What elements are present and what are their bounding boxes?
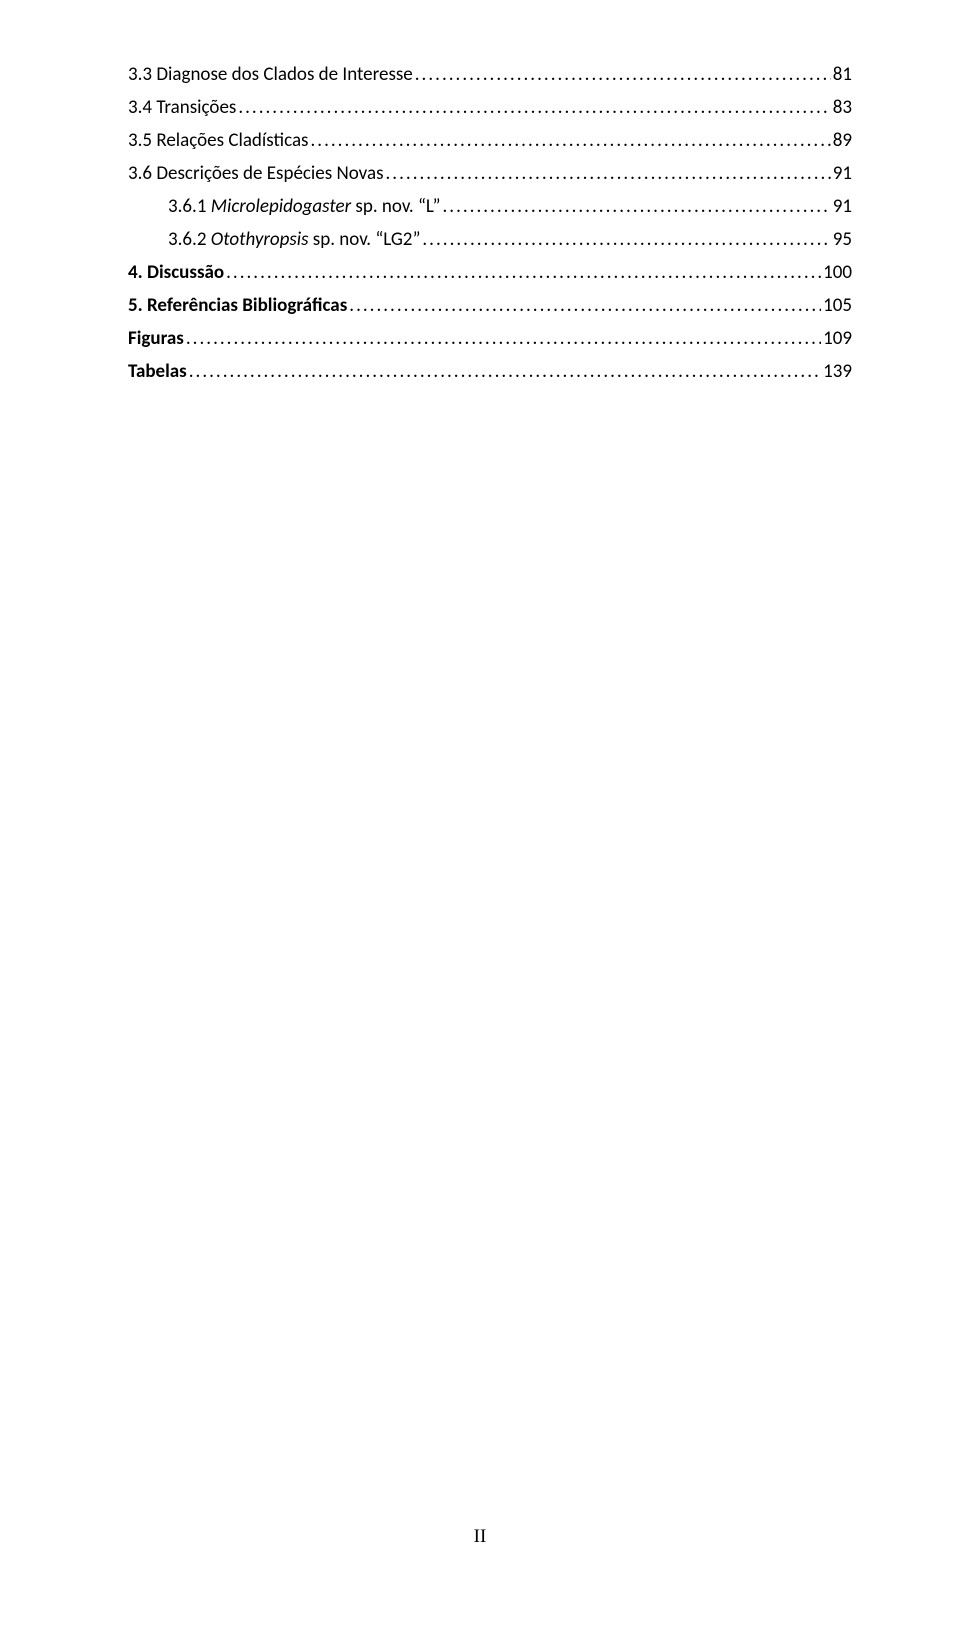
toc-label-suffix: sp. nov. “L” <box>355 195 440 218</box>
toc-leader-dots <box>422 223 830 256</box>
toc-label: Figuras <box>128 322 184 355</box>
toc-label: 3.4 Transições <box>128 91 236 124</box>
toc-label: 3.6.2 Otothyropsis sp. nov. “LG2” <box>168 223 420 256</box>
toc-leader-dots <box>238 91 830 124</box>
toc-entry: 4. Discussão 100 <box>128 256 852 289</box>
toc-leader-dots <box>226 256 821 289</box>
toc-entry: Figuras 109 <box>128 322 852 355</box>
toc-page-number: 100 <box>823 256 852 289</box>
toc-page-number: 105 <box>823 289 852 322</box>
toc-entry: Tabelas 139 <box>128 355 852 388</box>
toc-page-number: 91 <box>833 157 852 190</box>
toc-page-number: 83 <box>833 91 852 124</box>
toc-page-number: 81 <box>833 58 852 91</box>
table-of-contents: 3.3 Diagnose dos Clados de Interesse813.… <box>128 58 852 388</box>
toc-leader-dots <box>442 190 830 223</box>
toc-label-suffix: sp. nov. “LG2” <box>313 228 421 251</box>
page-number: II <box>0 1526 960 1548</box>
toc-label: 3.6 Descrições de Espécies Novas <box>128 157 384 190</box>
toc-entry: 3.3 Diagnose dos Clados de Interesse 81 <box>128 58 852 91</box>
toc-entry: 3.6.1 Microlepidogaster sp. nov. “L” 91 <box>128 190 852 223</box>
toc-label-prefix: 3.6.2 <box>168 228 211 251</box>
toc-label: 4. Discussão <box>128 256 224 289</box>
toc-page-number: 89 <box>833 124 852 157</box>
toc-leader-dots <box>386 157 831 190</box>
toc-label-prefix: 3.6.1 <box>168 195 211 218</box>
toc-entry: 3.4 Transições 83 <box>128 91 852 124</box>
toc-page-number: 91 <box>833 190 852 223</box>
toc-leader-dots <box>186 322 821 355</box>
toc-entry: 3.6.2 Otothyropsis sp. nov. “LG2” 95 <box>128 223 852 256</box>
toc-entry: 3.6 Descrições de Espécies Novas 91 <box>128 157 852 190</box>
toc-entry: 5. Referências Bibliográficas 105 <box>128 289 852 322</box>
toc-label: 3.6.1 Microlepidogaster sp. nov. “L” <box>168 190 440 223</box>
toc-leader-dots <box>349 289 821 322</box>
toc-page-number: 139 <box>823 355 852 388</box>
toc-leader-dots <box>310 124 830 157</box>
toc-label: 3.3 Diagnose dos Clados de Interesse <box>128 58 413 91</box>
toc-label-italic: Microlepidogaster <box>211 195 356 218</box>
toc-label: Tabelas <box>128 355 187 388</box>
toc-entry: 3.5 Relações Cladísticas 89 <box>128 124 852 157</box>
toc-label: 3.5 Relações Cladísticas <box>128 124 308 157</box>
toc-leader-dots <box>415 58 831 91</box>
page-number-text: II <box>474 1526 487 1547</box>
toc-page-number: 109 <box>823 322 852 355</box>
toc-page-number: 95 <box>833 223 852 256</box>
toc-label: 5. Referências Bibliográficas <box>128 289 347 322</box>
toc-leader-dots <box>189 355 821 388</box>
toc-label-italic: Otothyropsis <box>211 228 313 251</box>
